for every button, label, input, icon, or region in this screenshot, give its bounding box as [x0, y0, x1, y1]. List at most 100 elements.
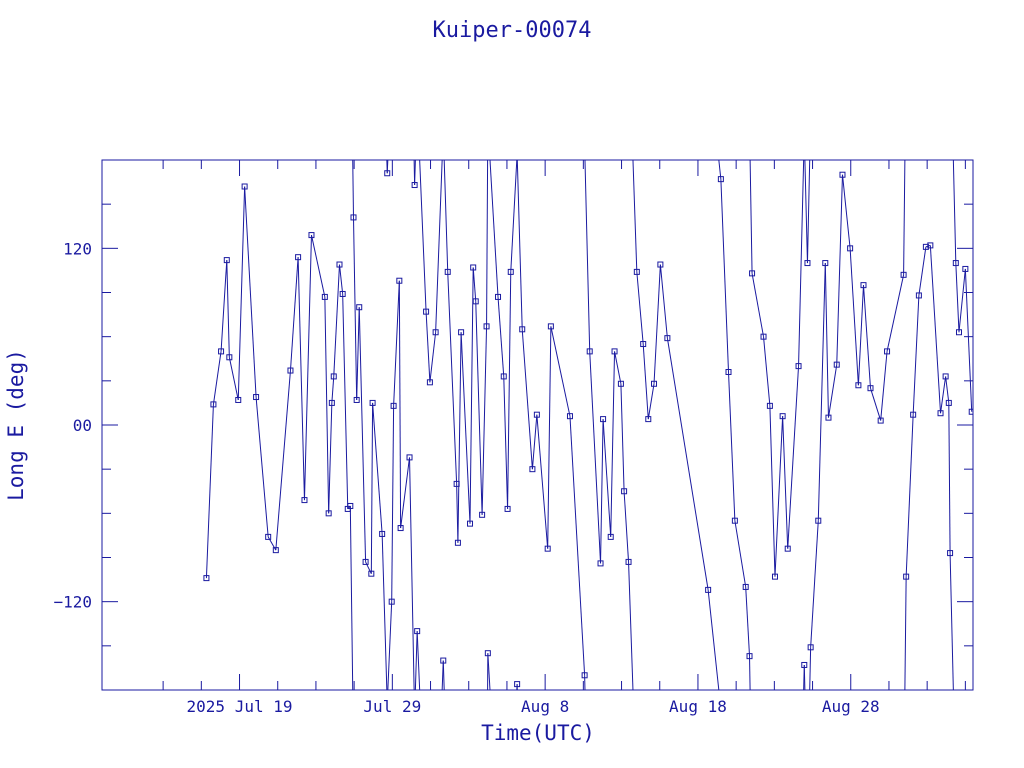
- data-point: [705, 586, 712, 593]
- data-point: [867, 385, 874, 392]
- data-point: [353, 396, 360, 403]
- series-segment: [521, 329, 533, 470]
- data-point: [287, 367, 294, 374]
- data-point: [804, 260, 811, 267]
- data-point: [815, 517, 822, 524]
- series-segment: [952, 160, 957, 264]
- data-point: [962, 265, 969, 272]
- series-segment: [886, 274, 905, 352]
- data-point: [922, 243, 929, 250]
- data-point: [833, 361, 840, 368]
- data-point: [235, 396, 242, 403]
- series-segment: [333, 264, 340, 377]
- series-segment: [419, 160, 427, 312]
- series-segment: [880, 351, 888, 421]
- data-point: [547, 323, 554, 330]
- data-point: [597, 560, 604, 567]
- series-segment: [964, 268, 973, 412]
- data-point: [566, 413, 573, 420]
- series-segment: [857, 285, 864, 386]
- series-segment: [531, 414, 538, 470]
- data-point: [241, 183, 248, 190]
- data-point: [397, 525, 404, 532]
- data-point: [657, 261, 664, 268]
- series-segment: [749, 656, 751, 690]
- data-point: [877, 417, 884, 424]
- data-point: [330, 373, 337, 380]
- y-axis-label: Long E (deg): [4, 349, 28, 501]
- data-point: [942, 373, 949, 380]
- data-point: [423, 308, 430, 315]
- series-segment: [289, 257, 299, 371]
- series-segment: [447, 271, 458, 484]
- data-point: [308, 232, 315, 239]
- series-segment: [763, 336, 771, 406]
- data-point: [223, 257, 230, 264]
- series-segment: [435, 160, 443, 333]
- data-point: [253, 394, 260, 401]
- data-point: [664, 335, 671, 342]
- x-tick-label: 2025 Jul 19: [187, 697, 293, 716]
- series-segment: [342, 293, 349, 509]
- series-segment: [569, 416, 586, 676]
- series-segment: [497, 296, 505, 377]
- series-segment: [220, 260, 228, 352]
- series-segment: [356, 307, 360, 400]
- data-point: [725, 369, 732, 375]
- data-point: [325, 510, 332, 517]
- series-segment: [469, 267, 474, 524]
- data-point: [347, 502, 354, 509]
- data-point: [396, 277, 403, 284]
- data-point: [384, 170, 391, 177]
- series-segment: [472, 267, 477, 302]
- series-segment: [303, 235, 312, 501]
- x-tick-label: Aug 8: [521, 697, 569, 716]
- data-point: [855, 382, 862, 389]
- data-point: [533, 411, 540, 418]
- data-point: [807, 644, 814, 651]
- series-segment: [429, 332, 437, 383]
- series-segment: [212, 351, 222, 405]
- data-point: [388, 598, 395, 605]
- data-point: [633, 268, 640, 275]
- data-point: [210, 401, 217, 408]
- data-point: [467, 520, 474, 527]
- x-tick-labels: 2025 Jul 19 Jul 29 Aug 8 Aug 18 Aug 28: [187, 697, 880, 716]
- series-segment: [602, 419, 612, 537]
- series-segment: [328, 402, 333, 514]
- series-segment: [416, 631, 421, 690]
- series-segment: [806, 160, 811, 264]
- data-point: [379, 530, 386, 537]
- data-point: [479, 511, 486, 518]
- data-point: [749, 270, 756, 277]
- series-segment: [489, 160, 499, 297]
- data-point: [955, 329, 962, 336]
- series-segment: [425, 311, 431, 383]
- data-point: [414, 628, 421, 635]
- series-segment: [862, 285, 871, 389]
- data-point: [766, 402, 773, 409]
- data-point: [495, 293, 502, 300]
- data-point: [440, 657, 447, 664]
- series-segment: [365, 561, 372, 574]
- series-segment: [610, 351, 616, 537]
- data-point: [884, 348, 891, 355]
- data-point: [336, 261, 343, 268]
- data-point: [952, 260, 959, 267]
- data-point: [760, 333, 767, 340]
- series-segment: [331, 376, 335, 403]
- series-segment: [745, 586, 751, 657]
- data-point: [839, 171, 846, 178]
- series-segment: [728, 371, 736, 521]
- data-point: [611, 348, 618, 355]
- series-segment: [267, 536, 277, 551]
- y-tick-label: −120: [53, 593, 92, 612]
- series-segment: [324, 296, 330, 514]
- series-segment: [623, 491, 630, 562]
- series-points: [203, 170, 973, 688]
- series-segment: [718, 160, 722, 180]
- series-segment: [918, 246, 927, 296]
- series-segment: [310, 234, 326, 298]
- data-point: [470, 264, 477, 271]
- data-point: [779, 413, 786, 420]
